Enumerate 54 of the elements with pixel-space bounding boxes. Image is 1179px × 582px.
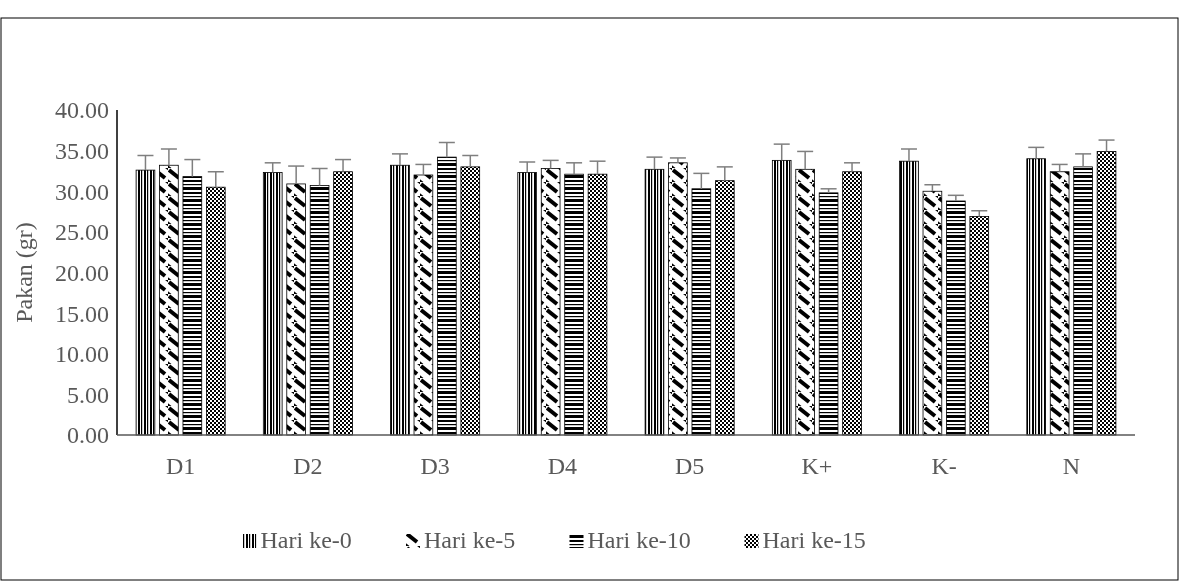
y-axis-title: Pakan (gr) (11, 222, 37, 323)
y-tick-label: 25.00 (55, 219, 109, 246)
y-tick-label: 30.00 (55, 178, 109, 205)
y-tick-label: 35.00 (55, 138, 109, 165)
x-tick-label: D2 (293, 453, 323, 479)
y-tick-label: 5.00 (67, 381, 109, 408)
bar (1096, 151, 1117, 436)
bar (135, 169, 156, 436)
bar (309, 185, 330, 436)
bar (159, 164, 179, 436)
legend-label: Hari ke-5 (424, 527, 516, 553)
x-tick-label: K+ (801, 453, 833, 479)
y-tick-label: 40.00 (55, 97, 109, 124)
bar (818, 192, 839, 436)
x-tick-label: N (1062, 453, 1081, 479)
bar (771, 159, 792, 436)
bar (390, 164, 410, 436)
y-tick-label: 0.00 (67, 422, 109, 449)
bar (668, 162, 688, 436)
bar (587, 173, 608, 436)
bar (182, 176, 203, 436)
bar (437, 156, 457, 436)
bar (413, 174, 434, 436)
y-tick-label: 10.00 (55, 341, 109, 368)
bar (946, 200, 966, 436)
bar (333, 171, 353, 436)
y-tick-label: 20.00 (55, 259, 109, 286)
bar (460, 166, 481, 436)
bar (262, 172, 283, 436)
bar (795, 168, 815, 436)
y-tick-label: 15.00 (55, 300, 109, 327)
bar (540, 168, 561, 436)
legend-label: Hari ke-15 (762, 527, 866, 553)
bar (206, 186, 226, 436)
bar (922, 190, 943, 436)
x-tick-label: D1 (165, 453, 196, 479)
legend-label: Hari ke-10 (587, 527, 691, 553)
x-tick-label: D3 (420, 453, 450, 479)
bar (691, 188, 712, 436)
bar (1049, 171, 1070, 436)
bar (644, 168, 665, 436)
bar (517, 172, 537, 436)
bar (1026, 158, 1046, 436)
bar (286, 183, 306, 436)
bar (899, 160, 919, 436)
bar (1073, 166, 1093, 436)
bar (969, 216, 990, 436)
x-tick-label: D5 (674, 453, 705, 479)
bar (715, 180, 735, 436)
bar (564, 173, 584, 436)
bar (842, 171, 862, 436)
legend-label: Hari ke-0 (260, 527, 352, 553)
x-tick-label: K- (931, 453, 957, 479)
x-tick-label: D4 (547, 453, 578, 479)
